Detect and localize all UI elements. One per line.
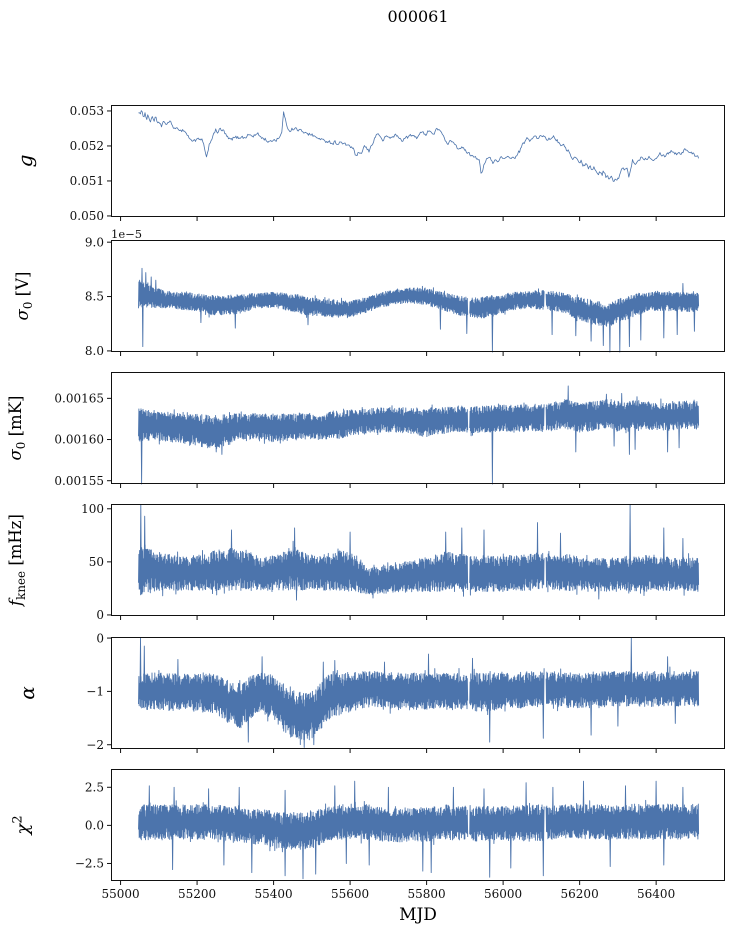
x-tick-label: 55400 xyxy=(254,887,292,901)
y-tick-label: 0.052 xyxy=(70,139,104,153)
panel-sigma0-V: 8.0 8.5 9.0 xyxy=(85,235,725,358)
y-tick-label: 8.0 xyxy=(85,344,104,358)
axes-frame xyxy=(111,240,725,352)
panel-alpha: 0 −1 −2 xyxy=(86,631,725,753)
y-axis-label-chi2: χ2 xyxy=(10,815,34,835)
data-series-sigma0-V xyxy=(138,267,700,353)
y-tick-label: −1 xyxy=(86,685,104,699)
chart-title: 000061 xyxy=(387,7,449,26)
y-tick-label: 2.5 xyxy=(85,780,104,794)
y-axis-label-g: g xyxy=(13,154,37,168)
y-axis-label-sigma0-V: σ0 [V] xyxy=(12,271,36,321)
y-tick-label: 50 xyxy=(89,555,104,569)
y-tick-label: −2 xyxy=(86,738,104,752)
y-tick-label: 0.050 xyxy=(70,209,104,223)
plot-area-chi2: 2.5 0.0 −2.5 55000 55200 55400 55600 55800 56000… xyxy=(75,769,725,901)
x-tick-label: 55200 xyxy=(178,887,216,901)
plot-area-sigma0-V: 8.0 8.5 9.0 xyxy=(85,235,725,358)
y-tick-label: 0 xyxy=(96,631,104,645)
panel-sigma0-mK: 0.00155 0.00160 0.00165 xyxy=(54,372,725,488)
axes-frame xyxy=(111,637,725,749)
plot-area-fknee: 0 50 100 xyxy=(81,502,725,622)
y-tick-label: 100 xyxy=(81,502,104,516)
x-axis-label: MJD xyxy=(399,905,437,925)
data-series-fknee xyxy=(138,504,700,601)
plot-area-sigma0-mK: 0.00155 0.00160 0.00165 xyxy=(54,372,725,488)
y-tick-label: 8.5 xyxy=(85,290,104,304)
data-series-alpha xyxy=(138,637,700,748)
x-tick-label: 56400 xyxy=(637,887,675,901)
y-tick-label: −2.5 xyxy=(75,857,104,871)
panel-fknee: 0 50 100 xyxy=(81,502,725,622)
plot-area-alpha: 0 −1 −2 xyxy=(86,631,725,753)
plot-area-g: 0.050 0.051 0.052 0.053 xyxy=(70,104,725,223)
y-axis-label-alpha: α xyxy=(15,686,39,700)
panel-chi2: 2.5 0.0 −2.5 55000 55200 55400 55600 55800 56000… xyxy=(75,769,725,901)
y-tick-label: 9.0 xyxy=(85,235,104,249)
x-tick-label: 55800 xyxy=(408,887,446,901)
data-series-g xyxy=(138,110,699,182)
y-tick-label: 0.00160 xyxy=(54,433,104,447)
x-tick-label: 55600 xyxy=(331,887,369,901)
x-tick-label: 56200 xyxy=(561,887,599,901)
y-tick-label: 0.053 xyxy=(70,104,104,118)
axis-offset-label-sigma0-V: 1e−5 xyxy=(111,227,143,241)
x-tick-label: 56000 xyxy=(484,887,522,901)
axes-frame xyxy=(111,769,725,881)
y-axis-label-fknee: fknee [mHz] xyxy=(5,514,29,606)
y-tick-label: 0.00165 xyxy=(54,392,104,406)
y-tick-label: 0 xyxy=(96,608,104,622)
axes-frame xyxy=(111,105,725,217)
data-series-sigma0-mK xyxy=(138,385,700,485)
y-tick-label: 0.00155 xyxy=(54,474,104,488)
axes-frame xyxy=(111,504,725,616)
data-series-chi2 xyxy=(138,780,700,880)
y-tick-label: 0.051 xyxy=(70,174,104,188)
panel-g: 0.050 0.051 0.052 0.053 xyxy=(70,104,725,223)
axes-frame xyxy=(111,372,725,484)
x-tick-label: 55000 xyxy=(101,887,139,901)
y-axis-label-sigma0-mK: σ0 [mK] xyxy=(5,395,29,461)
y-tick-label: 0.0 xyxy=(85,819,104,833)
